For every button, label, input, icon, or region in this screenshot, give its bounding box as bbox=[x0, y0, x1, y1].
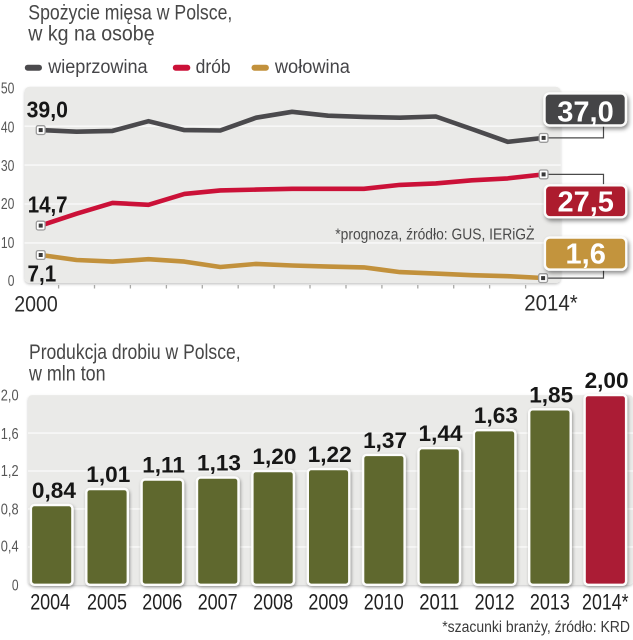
svg-text:2008: 2008 bbox=[253, 590, 293, 615]
svg-text:1,22: 1,22 bbox=[308, 442, 352, 467]
svg-text:w mln ton: w mln ton bbox=[28, 361, 105, 385]
svg-text:*prognoza, źródło: GUS, IERiGŻ: *prognoza, źródło: GUS, IERiGŻ bbox=[335, 226, 534, 244]
svg-text:37,0: 37,0 bbox=[557, 97, 613, 129]
svg-text:1,85: 1,85 bbox=[529, 382, 573, 407]
svg-text:2013: 2013 bbox=[530, 590, 570, 615]
svg-text:1,13: 1,13 bbox=[197, 451, 241, 476]
svg-text:wołowina: wołowina bbox=[274, 57, 350, 78]
svg-text:1,6: 1,6 bbox=[566, 238, 606, 270]
svg-text:2011: 2011 bbox=[419, 590, 459, 615]
svg-text:20: 20 bbox=[1, 196, 15, 213]
svg-text:2012: 2012 bbox=[475, 590, 515, 615]
svg-text:2010: 2010 bbox=[364, 590, 404, 615]
svg-text:2006: 2006 bbox=[142, 590, 182, 615]
svg-text:1,6: 1,6 bbox=[1, 426, 19, 443]
svg-text:39,0: 39,0 bbox=[27, 96, 68, 122]
svg-text:0,84: 0,84 bbox=[32, 478, 76, 503]
svg-text:Produkcja drobiu w Polsce,: Produkcja drobiu w Polsce, bbox=[29, 340, 241, 364]
svg-text:*szacunki branży, źródło: KRD: *szacunki branży, źródło: KRD bbox=[442, 619, 630, 636]
svg-text:0,4: 0,4 bbox=[1, 539, 19, 556]
svg-text:drób: drób bbox=[196, 57, 231, 78]
svg-text:2,0: 2,0 bbox=[1, 388, 19, 405]
svg-text:27,5: 27,5 bbox=[557, 186, 613, 218]
svg-text:wieprzowina: wieprzowina bbox=[47, 57, 148, 78]
svg-text:1,63: 1,63 bbox=[474, 403, 518, 428]
svg-text:Spożycie mięsa w Polsce,: Spożycie mięsa w Polsce, bbox=[28, 0, 232, 24]
svg-text:1,20: 1,20 bbox=[252, 444, 296, 469]
svg-text:2007: 2007 bbox=[198, 590, 238, 615]
svg-text:2009: 2009 bbox=[308, 590, 348, 615]
svg-text:0: 0 bbox=[8, 273, 15, 290]
svg-text:2005: 2005 bbox=[87, 590, 127, 615]
svg-text:2004: 2004 bbox=[30, 590, 70, 615]
svg-text:0,8: 0,8 bbox=[1, 502, 19, 519]
svg-text:50: 50 bbox=[1, 81, 15, 98]
svg-text:2000: 2000 bbox=[14, 292, 58, 317]
svg-text:10: 10 bbox=[1, 235, 15, 252]
svg-text:1,01: 1,01 bbox=[86, 462, 130, 487]
svg-text:2014*: 2014* bbox=[582, 590, 629, 615]
svg-text:30: 30 bbox=[1, 158, 15, 175]
svg-text:1,44: 1,44 bbox=[419, 421, 463, 446]
svg-text:1,37: 1,37 bbox=[363, 428, 407, 453]
svg-text:7,1: 7,1 bbox=[28, 260, 57, 286]
svg-text:40: 40 bbox=[1, 119, 15, 136]
svg-text:2014*: 2014* bbox=[524, 291, 578, 316]
svg-text:2,00: 2,00 bbox=[585, 368, 629, 393]
svg-text:1,11: 1,11 bbox=[142, 453, 185, 478]
svg-text:w kg na osobę: w kg na osobę bbox=[27, 22, 154, 46]
svg-text:0: 0 bbox=[12, 577, 19, 594]
svg-text:1,2: 1,2 bbox=[1, 463, 19, 480]
svg-text:14,7: 14,7 bbox=[28, 191, 68, 217]
